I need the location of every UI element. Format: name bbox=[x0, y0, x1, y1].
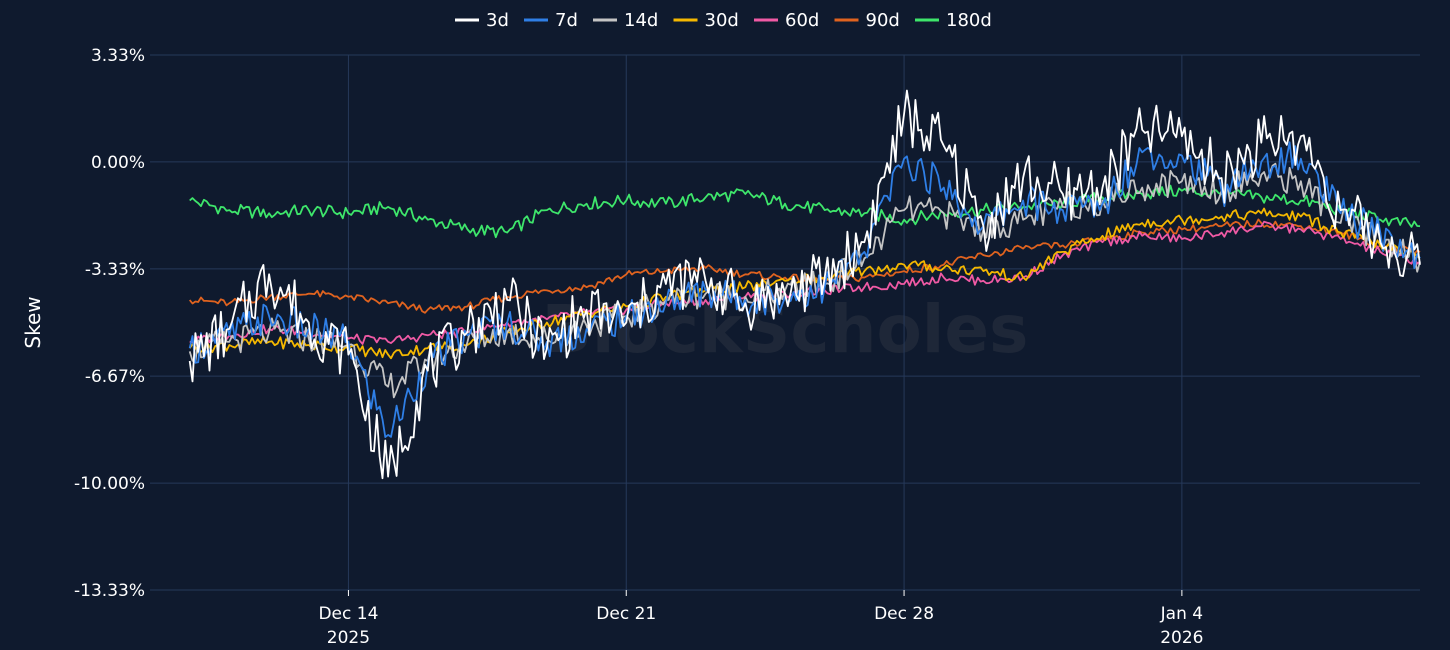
series-line-60d bbox=[189, 220, 1421, 345]
y-axis-title: Skew bbox=[21, 296, 45, 348]
y-tick-label: -13.33% bbox=[74, 581, 145, 601]
y-tick-label: 3.33% bbox=[91, 46, 145, 66]
watermark-text: BlockScholes bbox=[542, 291, 1029, 368]
legend-item-180d[interactable]: 180d bbox=[915, 10, 992, 31]
legend-label: 3d bbox=[486, 10, 509, 31]
series-line-14d bbox=[188, 162, 1421, 399]
x-tick-label: Dec 21 bbox=[596, 604, 656, 624]
series-line-90d bbox=[188, 218, 1421, 314]
y-tick-label: -6.67% bbox=[85, 367, 145, 387]
series-line-3d bbox=[188, 89, 1421, 480]
x-tick-label: Dec 28 bbox=[874, 604, 934, 624]
x-tick-label: Jan 4 bbox=[1160, 604, 1203, 624]
x-tick-label: Dec 14 bbox=[318, 604, 378, 624]
legend-label: 14d bbox=[624, 10, 658, 31]
legend-item-7d[interactable]: 7d bbox=[524, 10, 578, 31]
legend-item-14d[interactable]: 14d bbox=[593, 10, 658, 31]
legend-label: 90d bbox=[866, 10, 900, 31]
y-tick-label: 0.00% bbox=[91, 153, 145, 173]
legend-item-30d[interactable]: 30d bbox=[673, 10, 739, 31]
legend-item-90d[interactable]: 90d bbox=[834, 10, 900, 31]
legend-item-3d[interactable]: 3d bbox=[455, 10, 509, 31]
x-tick-year-label: 2026 bbox=[1160, 628, 1203, 648]
legend-label: 30d bbox=[705, 10, 739, 31]
y-tick-label: -10.00% bbox=[74, 474, 145, 494]
legend-item-60d[interactable]: 60d bbox=[754, 10, 819, 31]
legend-label: 180d bbox=[946, 10, 992, 31]
legend-label: 7d bbox=[555, 10, 578, 31]
y-tick-label: -3.33% bbox=[85, 260, 145, 280]
x-tick-year-label: 2025 bbox=[327, 628, 370, 648]
legend-label: 60d bbox=[785, 10, 819, 31]
